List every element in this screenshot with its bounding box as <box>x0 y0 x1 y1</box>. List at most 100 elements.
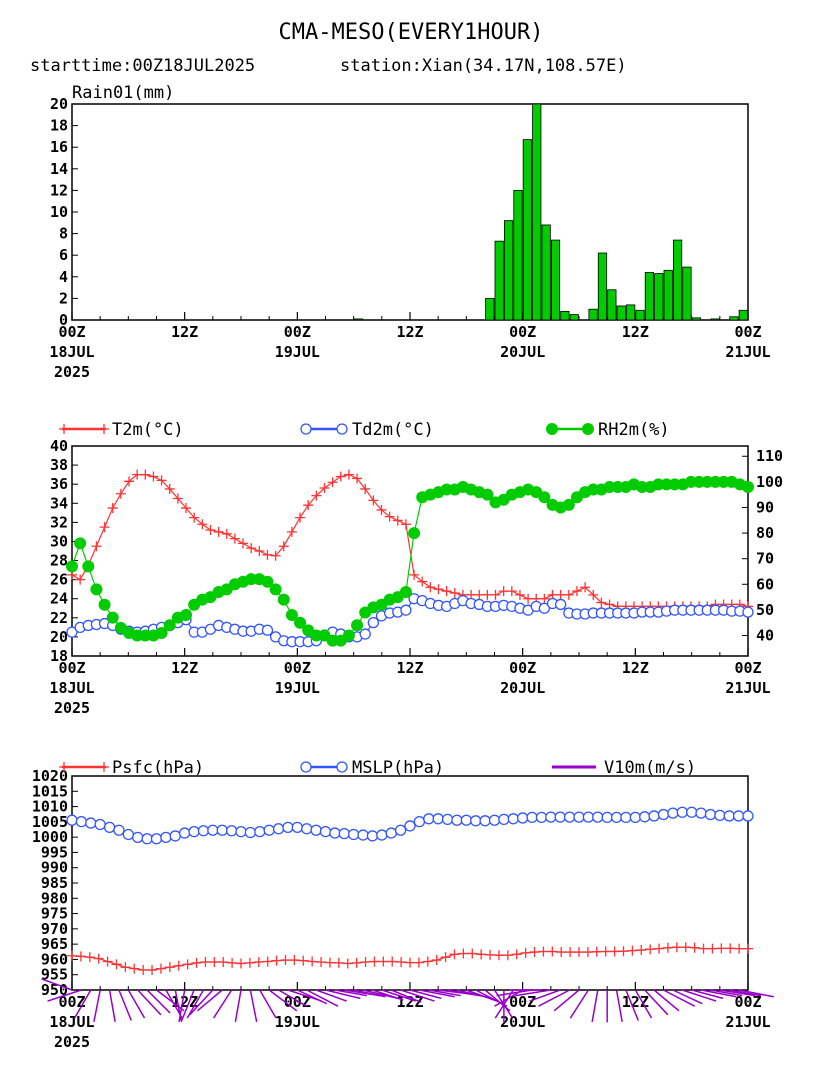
rain-bar <box>635 309 645 321</box>
y-tick-label: 6 <box>59 246 68 264</box>
t2m-point <box>124 476 135 487</box>
mslp-point <box>732 810 745 822</box>
y-right-tick-label: 60 <box>756 575 774 593</box>
psfc-point <box>538 946 549 957</box>
x-tick-label: 00Z <box>734 993 761 1011</box>
y-tick-label: 18 <box>50 117 68 135</box>
mslp-point <box>254 825 266 838</box>
rh2m-point <box>562 498 575 511</box>
y-tick-label: 1015 <box>32 782 68 800</box>
mslp-point <box>676 806 688 818</box>
mslp-point <box>545 811 557 823</box>
legend-circle-marker <box>336 761 348 773</box>
psfc-point <box>591 946 602 957</box>
t2m-point <box>164 483 175 494</box>
psfc-point <box>244 957 255 968</box>
psfc-point <box>298 955 309 966</box>
rh2m-point <box>90 583 103 596</box>
psfc-point <box>485 949 496 960</box>
y-tick-label: 2 <box>59 289 68 307</box>
rh2m-point <box>294 616 307 629</box>
x-tick-label: 00Z <box>284 659 311 677</box>
psfc-point <box>307 956 318 967</box>
wind-barb <box>691 989 724 1000</box>
psfc-point <box>582 947 593 958</box>
y-tick-label: 970 <box>41 920 68 938</box>
wind-barb <box>738 989 774 998</box>
mslp-point <box>366 830 379 842</box>
legend-circle-label: Td2m(°C) <box>352 420 434 440</box>
psfc-point <box>227 957 238 968</box>
mslp-point <box>573 811 585 823</box>
wind-barb <box>653 989 680 1012</box>
t2m-point <box>368 495 379 506</box>
rain-bar <box>626 304 636 321</box>
mslp-point <box>188 825 200 838</box>
legend-plus-marker <box>59 424 69 434</box>
x-tick-date: 19JUL <box>275 1013 320 1031</box>
x-tick-label: 12Z <box>396 323 423 341</box>
psfc-point <box>440 952 451 963</box>
wind-barb <box>591 989 599 1023</box>
wind-barb <box>118 989 132 1021</box>
y-tick-label: 20 <box>50 95 68 113</box>
psfc-point <box>253 957 264 968</box>
t2m-point <box>246 543 257 554</box>
y-tick-label: 40 <box>50 437 68 455</box>
y-right-tick-label: 110 <box>756 447 783 465</box>
mslp-point <box>150 833 163 845</box>
mslp-point <box>197 825 210 837</box>
psfc-point <box>147 965 158 976</box>
legend-wind-label: V10m(m/s) <box>604 758 696 778</box>
psfc-point <box>155 963 166 974</box>
y-tick-label: 1005 <box>32 813 68 831</box>
legend-dot-label: RH2m(%) <box>598 420 670 440</box>
t2m-point <box>221 528 232 539</box>
t2m-point <box>539 593 550 604</box>
x-tick-label: 12Z <box>622 323 649 341</box>
x-tick-label: 12Z <box>171 323 198 341</box>
mslp-point <box>535 811 548 824</box>
rain-bar <box>729 316 739 321</box>
psfc-point <box>556 947 567 958</box>
td2m-point <box>400 604 412 616</box>
wind-barb <box>306 989 339 1007</box>
mslp-point <box>470 815 482 827</box>
mslp-point <box>244 826 257 839</box>
wind-barb <box>663 989 696 1007</box>
y-right-tick-label: 80 <box>756 524 774 542</box>
t2m-point <box>506 586 517 597</box>
legend-circle-marker <box>300 423 312 435</box>
psfc-point <box>743 943 753 954</box>
mslp-point <box>582 811 595 823</box>
t2m-point <box>156 475 167 486</box>
t2m-point <box>343 469 354 480</box>
t2m-point <box>213 526 224 537</box>
psfc-point <box>716 943 727 954</box>
t2m-point <box>360 483 371 494</box>
x-tick-label: 00Z <box>509 323 536 341</box>
y-tick-label: 30 <box>50 532 68 550</box>
psfc-point <box>662 942 673 953</box>
rain-bar <box>607 289 617 321</box>
x-tick-date: 21JUL <box>725 343 770 361</box>
mslp-point <box>394 824 407 836</box>
mslp-point <box>291 821 303 834</box>
y-tick-label: 0 <box>59 311 68 329</box>
y-tick-label: 28 <box>50 552 68 570</box>
t2m-point <box>75 574 86 585</box>
y-tick-label: 1000 <box>32 828 68 846</box>
td2m-point <box>367 616 379 629</box>
wind-barb <box>178 989 186 1023</box>
wind-barb <box>538 989 570 1007</box>
psfc-point <box>191 957 202 968</box>
wind-barb <box>259 989 277 1019</box>
rh2m-point <box>399 585 412 598</box>
mslp-point <box>160 831 172 843</box>
wind-barb <box>212 989 233 1019</box>
psfc-point <box>493 950 504 961</box>
t2m-point <box>278 541 289 552</box>
mslp-point <box>479 815 491 827</box>
